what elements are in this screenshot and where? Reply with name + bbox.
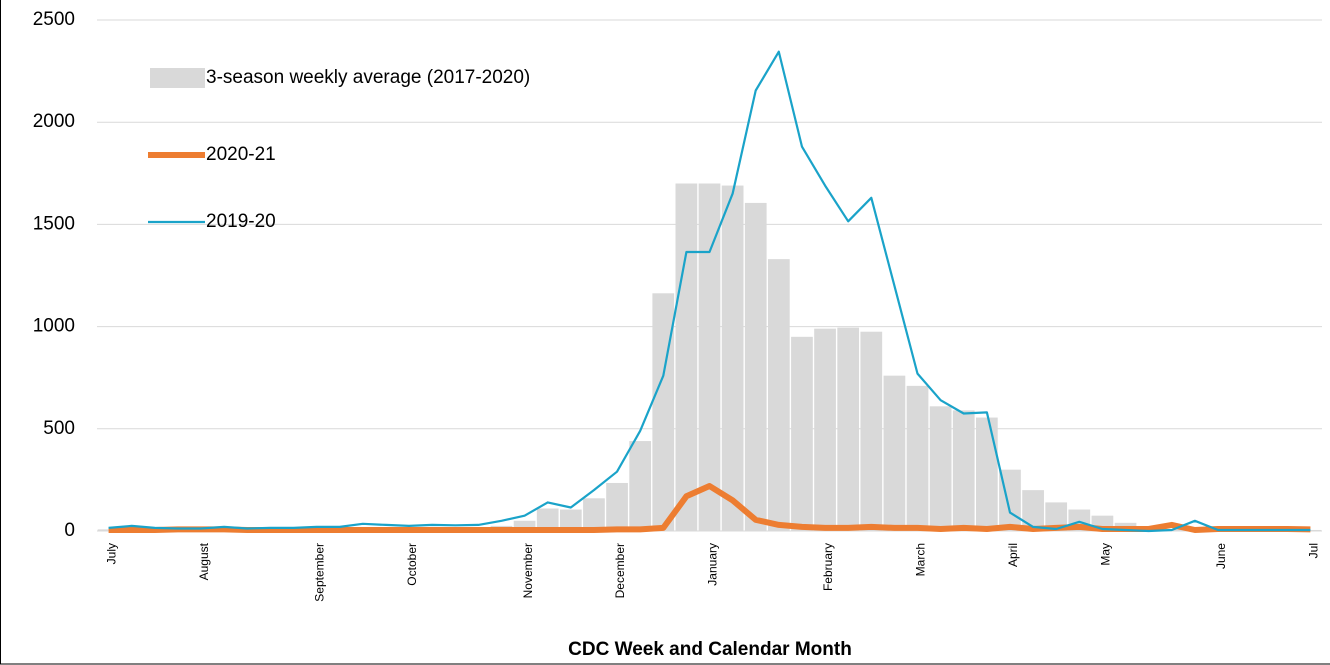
x-tick-label: August [197, 542, 211, 580]
x-tick-label: March [914, 543, 928, 576]
bar [721, 185, 744, 531]
bar [583, 498, 605, 531]
bar [860, 331, 883, 531]
bar [744, 202, 767, 532]
bar [1022, 490, 1044, 531]
y-tick-label: 2500 [33, 9, 75, 30]
bar [1299, 529, 1322, 531]
bar [629, 441, 652, 531]
x-tick-label: February [821, 543, 835, 591]
bar [536, 508, 559, 531]
bar [675, 183, 698, 531]
x-tick-label: July [105, 543, 119, 564]
bar [814, 328, 836, 531]
bar [883, 375, 906, 531]
y-tick-label: 1000 [33, 316, 75, 337]
legend-swatch [150, 68, 205, 88]
bar [791, 336, 813, 531]
x-tick-label: January [706, 543, 720, 586]
bar [767, 259, 790, 531]
bar [929, 406, 952, 531]
x-tick-label: November [521, 543, 535, 598]
bar [97, 529, 120, 531]
bar [513, 520, 536, 531]
x-tick-label: September [313, 543, 327, 602]
x-tick-label: May [1099, 543, 1113, 566]
legend-label: 2019-20 [206, 211, 276, 232]
x-tick-label: Jul [1307, 543, 1321, 558]
bar [837, 327, 860, 531]
bar [559, 509, 582, 531]
legend-label: 2020-21 [206, 144, 276, 165]
x-tick-label: June [1214, 543, 1228, 569]
bar [952, 410, 975, 531]
x-tick-label: December [613, 543, 627, 598]
legend-label: 3-season weekly average (2017-2020) [206, 67, 530, 88]
bar [698, 183, 721, 531]
y-tick-label: 0 [64, 520, 75, 541]
y-tick-label: 500 [43, 418, 75, 439]
y-tick-label: 2000 [33, 111, 75, 132]
x-tick-label: October [405, 543, 419, 586]
bar [1045, 502, 1068, 531]
bar [652, 293, 675, 531]
bar [975, 417, 998, 531]
x-axis-title: CDC Week and Calendar Month [568, 639, 852, 660]
bar [606, 482, 628, 531]
bar [906, 385, 929, 531]
y-tick-label: 1500 [33, 213, 75, 234]
line [108, 50, 1311, 533]
x-tick-label: April [1006, 543, 1020, 567]
